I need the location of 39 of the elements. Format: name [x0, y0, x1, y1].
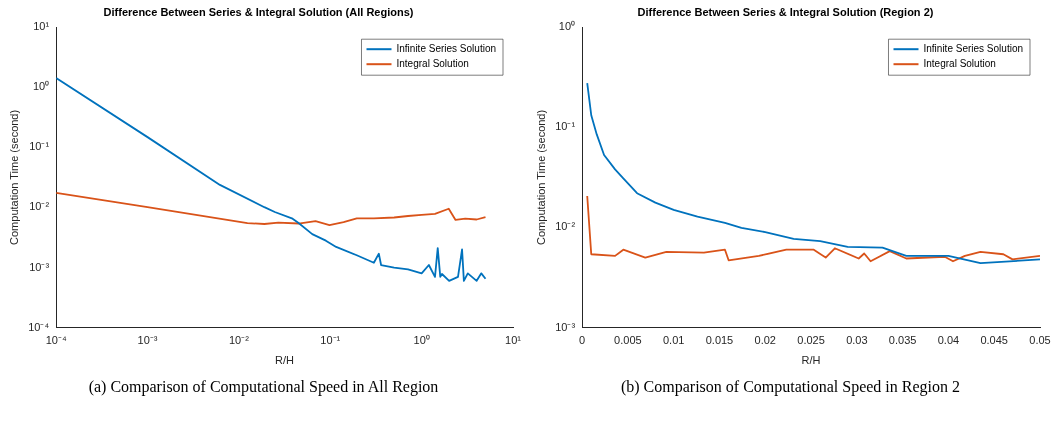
x-tick-label: 0.005: [614, 334, 642, 347]
x-tick-label: 0.025: [797, 334, 825, 347]
chart-title: Difference Between Series & Integral Solution (Region 2): [637, 5, 934, 18]
legend-label: Infinite Series Solution: [396, 42, 497, 54]
x-tick-label: 10⁻²: [228, 334, 250, 347]
chart-title: Difference Between Series & Integral Solution (All Regions): [103, 5, 414, 18]
x-tick-label: 0.015: [705, 334, 734, 347]
text: (a) Comparison of Computational Speed in All Region: [87, 378, 440, 396]
x-tick-label: 10⁻¹: [320, 334, 341, 347]
x-tick-label: 10⁻³: [137, 334, 158, 347]
y-tick-label: 10⁻¹: [29, 140, 50, 153]
y-tick-label: 10¹: [33, 20, 50, 33]
x-axis-title: R/H: [275, 354, 295, 367]
x-tick-label: 0.045: [980, 334, 1008, 347]
y-axis-title: Computation Time (second): [534, 109, 547, 245]
x-tick-label: 0.02: [754, 334, 776, 347]
y-axis-title: Computation Time (second): [7, 109, 20, 245]
legend-label: Integral Solution: [396, 57, 469, 69]
y-tick-label: 10⁰: [32, 80, 50, 93]
legend-label: Integral Solution: [923, 57, 996, 69]
legend-label: Infinite Series Solution: [923, 42, 1024, 54]
y-tick-label: 10⁻⁴: [28, 320, 50, 333]
y-tick-label: 10⁻²: [555, 220, 576, 233]
x-tick-label: 0.04: [937, 334, 960, 347]
x-tick-label: 0.01: [662, 334, 685, 347]
x-axis-title: R/H: [801, 354, 821, 367]
x-tick-label: 0: [579, 334, 586, 347]
y-tick-label: 10⁻²: [29, 200, 50, 213]
y-tick-label: 10⁻¹: [555, 120, 576, 133]
text: (b) Comparison of Computational Speed in Region 2: [619, 378, 962, 396]
x-tick-label: 10⁰: [413, 334, 430, 347]
x-tick-label: 0.03: [846, 334, 868, 347]
x-tick-label: 0.035: [888, 334, 917, 347]
y-tick-label: 10⁻³: [555, 320, 576, 333]
x-tick-label: 10⁻⁴: [45, 334, 67, 347]
y-tick-label: 10⁻³: [29, 260, 50, 273]
y-tick-label: 10⁰: [558, 20, 576, 33]
x-tick-label: 0.05: [1029, 334, 1051, 347]
x-tick-label: 10¹: [505, 334, 522, 347]
